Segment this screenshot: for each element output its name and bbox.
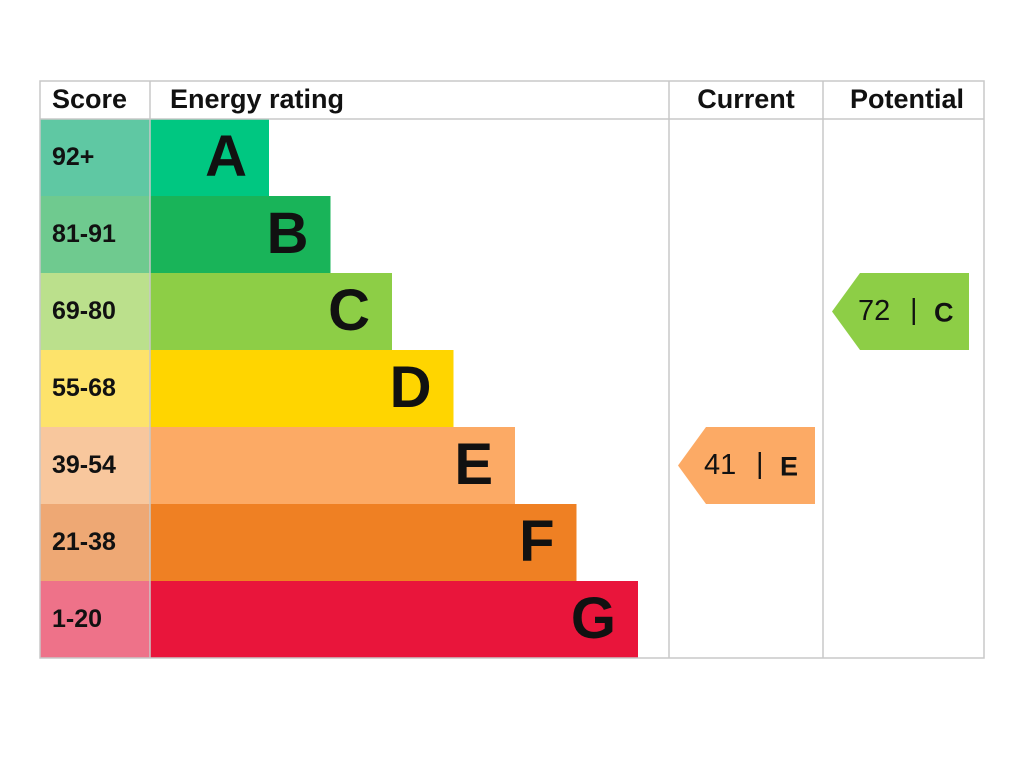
score-cell — [40, 581, 150, 658]
rating-bar — [150, 196, 331, 273]
potential-arrow — [832, 273, 969, 350]
rating-letter: A — [205, 124, 247, 189]
current-arrow — [678, 427, 815, 504]
rating-bar — [150, 119, 269, 196]
rating-bar — [150, 427, 515, 504]
rating-letter: E — [454, 432, 493, 497]
table-border — [39, 80, 985, 659]
current-score: 41 — [704, 449, 736, 481]
potential-rating: C — [934, 298, 954, 328]
potential-score: 72 — [858, 295, 890, 327]
rating-letter: C — [328, 278, 370, 343]
rating-bar — [150, 350, 454, 427]
score-cell — [40, 119, 150, 196]
score-cell — [40, 273, 150, 350]
score-cell — [40, 427, 150, 504]
score-label: 92+ — [52, 143, 94, 171]
score-cell — [40, 504, 150, 581]
current-separator: | — [756, 448, 764, 480]
header-current: Current — [697, 84, 795, 114]
score-cell — [40, 196, 150, 273]
rating-letter: G — [571, 586, 616, 651]
rating-bar — [150, 504, 577, 581]
score-label: 39-54 — [52, 451, 116, 479]
potential-separator: | — [910, 294, 918, 326]
header-potential: Potential — [850, 84, 964, 114]
score-label: 55-68 — [52, 374, 116, 402]
current-rating: E — [780, 452, 798, 482]
rating-bar — [150, 581, 638, 658]
score-label: 21-38 — [52, 528, 116, 556]
rating-letter: D — [390, 355, 432, 420]
rating-letter: B — [267, 201, 309, 266]
score-label: 69-80 — [52, 297, 116, 325]
header-rating: Energy rating — [170, 84, 344, 114]
score-cell — [40, 350, 150, 427]
header-score: Score — [52, 84, 127, 114]
score-label: 1-20 — [52, 605, 102, 633]
rating-letter: F — [519, 509, 554, 574]
rating-bar — [150, 273, 392, 350]
score-label: 81-91 — [52, 220, 116, 248]
